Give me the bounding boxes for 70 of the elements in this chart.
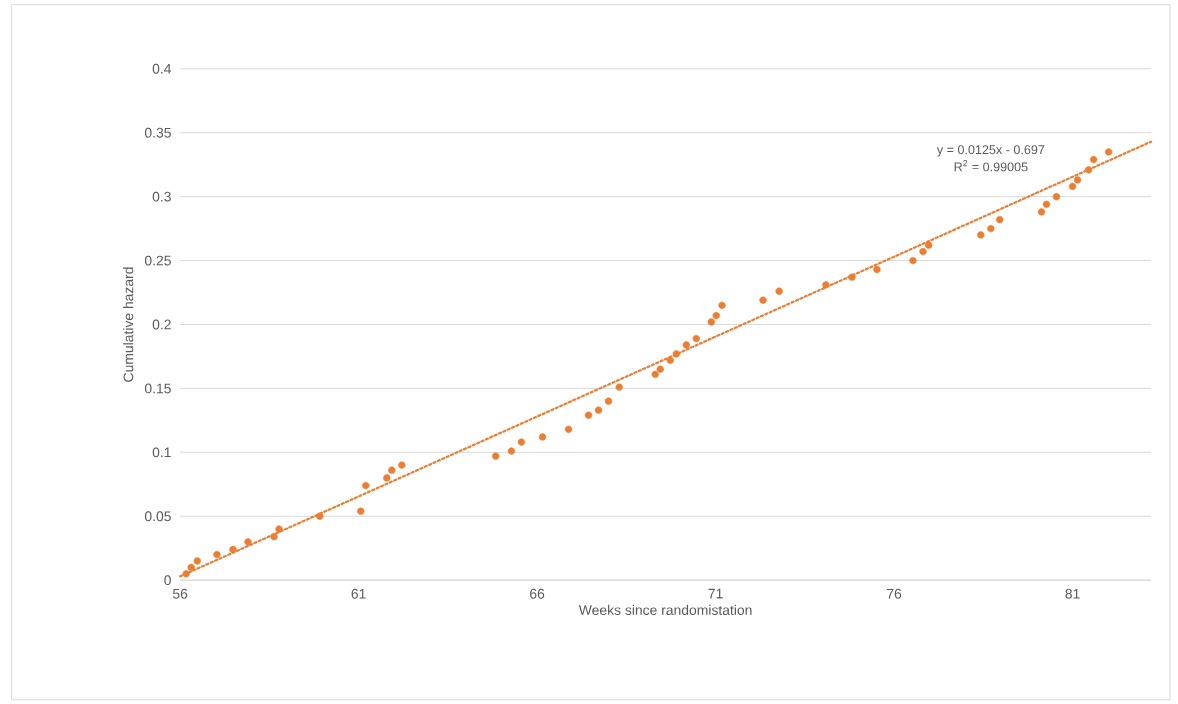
y-tick-label: 0.3 (152, 191, 171, 202)
point (775, 287, 783, 296)
point (275, 525, 283, 533)
point (398, 461, 406, 469)
point (996, 216, 1004, 224)
point (672, 350, 680, 358)
point (666, 356, 674, 365)
y-tick-label: 0.35 (144, 127, 171, 138)
point (187, 563, 195, 572)
point (615, 383, 623, 391)
point (492, 452, 500, 460)
point (987, 225, 995, 233)
point (517, 438, 526, 446)
point (1052, 193, 1061, 201)
point (925, 241, 933, 249)
point (848, 273, 856, 281)
point (388, 466, 396, 474)
point (712, 311, 720, 320)
point (357, 507, 365, 515)
point (1104, 148, 1113, 156)
point (1073, 176, 1082, 184)
point (362, 482, 370, 490)
point (692, 334, 700, 343)
y-tick-label: 0.25 (144, 255, 171, 266)
point (538, 433, 547, 441)
y-axis-title: Cumulative hazard (123, 267, 134, 382)
point (1084, 166, 1093, 174)
point (193, 557, 201, 565)
point (182, 570, 190, 578)
point (822, 281, 830, 289)
x-tick-label: 66 (530, 588, 545, 599)
point (919, 248, 927, 256)
point (507, 447, 516, 455)
point (594, 406, 603, 414)
y-tick-label: 0.2 (152, 319, 171, 330)
point (383, 474, 391, 482)
x-tick-label: 76 (887, 588, 902, 599)
point (651, 370, 659, 379)
point (1068, 182, 1077, 191)
point (316, 512, 324, 521)
annotation: y = 0.0125x - 0.697 (936, 145, 1045, 157)
x-axis-title: Weeks since randomistation (578, 604, 752, 616)
point (229, 545, 237, 554)
point (707, 318, 715, 326)
point (909, 257, 917, 265)
y-tick-label: 0.1 (152, 447, 171, 458)
y-tick-label: 0.15 (144, 383, 171, 394)
point (244, 538, 252, 546)
point (1089, 156, 1098, 164)
annotation: R$^{2}$ = 0.99005 (954, 160, 1028, 172)
x-tick-label: 61 (351, 588, 366, 599)
point (1037, 208, 1046, 216)
point (564, 425, 573, 434)
y-tick-label: 0.4 (152, 63, 172, 74)
y-tick-label: 0 (164, 575, 171, 586)
point (604, 397, 613, 405)
point (873, 265, 881, 274)
point (1042, 200, 1051, 209)
point (682, 341, 690, 349)
point (759, 296, 767, 304)
x-tick-label: 56 (172, 588, 188, 599)
point (584, 411, 593, 420)
point (718, 301, 726, 310)
point (270, 533, 278, 541)
x-tick-label: 81 (1065, 588, 1080, 599)
y-tick-label: 0.05 (144, 511, 171, 522)
point (213, 551, 221, 559)
point (656, 365, 664, 373)
point (977, 231, 985, 239)
x-tick-label: 71 (708, 588, 723, 599)
